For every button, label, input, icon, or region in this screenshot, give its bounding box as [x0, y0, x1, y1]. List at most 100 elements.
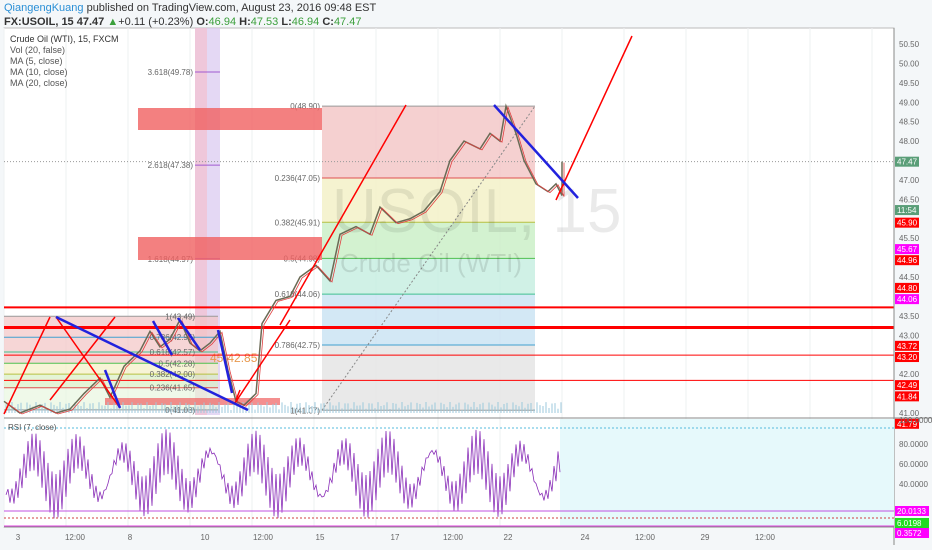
red-trend-line: [55, 316, 121, 409]
left-fib-zone: [4, 352, 218, 364]
price-tick: 49.00: [899, 98, 920, 107]
price-tag-bg: [895, 255, 919, 266]
fib-zone: [322, 258, 535, 295]
price-tag-bg: [895, 282, 919, 293]
price-tag: 44.80: [897, 284, 918, 293]
rsi-tag: 6.0198: [897, 519, 922, 528]
time-tick: 3: [16, 533, 21, 542]
fib-zone: [322, 177, 535, 223]
price-tag-bg: [895, 294, 919, 305]
blue-trend-line: [151, 320, 174, 356]
blue-trend-line: [493, 104, 579, 199]
time-tick: 24: [581, 533, 590, 542]
left-fib-label: 0.5(42.28): [159, 359, 196, 368]
left-fib-zone: [4, 363, 218, 375]
fib-level-label: 0.786(42.75): [275, 341, 321, 350]
watermark-symbol: USOIL, 15: [332, 177, 621, 246]
up-arrow-icon: ▲: [107, 16, 119, 28]
rsi-tag-bg: [895, 528, 929, 538]
red-trend-line: [235, 389, 241, 401]
time-tick: 17: [391, 533, 400, 542]
price-tick: 41.00: [899, 409, 920, 418]
price-tag: 42.49: [897, 381, 918, 390]
publish-info: QiangengKuang published on TradingView.c…: [4, 2, 376, 14]
left-fib-label: 0.236(41.65): [150, 384, 196, 393]
publish-text: published on TradingView.com, August 23,…: [83, 2, 377, 14]
o-label: O:: [196, 16, 209, 28]
price-tick: 47.00: [899, 176, 920, 185]
author-link[interactable]: QiangengKuang: [4, 2, 84, 14]
price-tag-bg: [895, 205, 919, 216]
fib-zone: [322, 294, 535, 346]
rsi-label: RSI (7, close): [8, 423, 57, 432]
rsi-band: [560, 419, 894, 527]
price-tick: 50.00: [899, 59, 920, 68]
price-tag-bg: [895, 244, 919, 255]
time-tick: 22: [504, 533, 513, 542]
time-tick: 12:00: [635, 533, 656, 542]
left-fib-zone: [4, 374, 218, 388]
price-tag: 43.72: [897, 342, 918, 351]
price-tag: 41.84: [897, 392, 918, 401]
support-zone: [105, 398, 280, 405]
price-tag-bg: [895, 156, 919, 167]
left-fib-label: 0.786(42.95): [150, 333, 196, 342]
rsi-tick: 100.0000: [899, 416, 932, 425]
red-trend-line: [279, 104, 407, 326]
left-fib-label: 0.618(42.57): [150, 348, 196, 357]
indicator-legend: Crude Oil (WTI), 15, FXCM Vol (20, false…: [10, 34, 119, 89]
high: 47.53: [250, 16, 279, 28]
fib-level-label: 1(41.07): [290, 406, 320, 415]
resistance-zone: [138, 237, 322, 260]
time-tick: 12:00: [443, 533, 464, 542]
open: 46.94: [208, 16, 237, 28]
fib-ext-label: 2.618(47.38): [148, 161, 194, 170]
legend-ma20[interactable]: MA (20, close): [10, 78, 68, 88]
rsi-tag: 0.3572: [897, 529, 922, 538]
left-fib-label: 1(43.49): [165, 312, 195, 321]
price-series: [3, 103, 563, 414]
price-tag-bg: [895, 418, 919, 429]
last-price: 47.47: [76, 16, 105, 28]
legend-series[interactable]: Crude Oil (WTI), 15, FXCM: [10, 34, 119, 44]
red-trend-line: [234, 319, 291, 404]
symbol: FX:USOIL, 15: [4, 16, 74, 28]
red-trend-line: [3, 316, 51, 415]
h-label: H:: [239, 16, 251, 28]
red-trend-line: [49, 316, 116, 401]
rsi-tick: 60.0000: [899, 460, 928, 469]
legend-ma5[interactable]: MA (5, close): [10, 56, 63, 66]
price-tick: 42.00: [899, 370, 920, 379]
time-tick: 10: [201, 533, 210, 542]
rsi-line: [5, 429, 561, 519]
price-tick: 49.50: [899, 79, 920, 88]
price-tag-bg: [895, 217, 919, 228]
annotation-text: 45-42.85: [210, 351, 258, 365]
blue-trend-line: [103, 369, 122, 409]
legend-ma10[interactable]: MA (10, close): [10, 67, 68, 77]
c-label: C:: [322, 16, 334, 28]
price-tag: 44.06: [897, 295, 918, 304]
price-tag: 45.67: [897, 245, 918, 254]
fib-level-label: 0(48.90): [290, 102, 320, 111]
blue-trend-line: [55, 315, 249, 412]
resistance-zone: [138, 108, 322, 130]
price-tick: 43.00: [899, 331, 920, 340]
time-tick: 12:00: [755, 533, 776, 542]
fib-level-label: 0.382(45.91): [275, 218, 321, 227]
legend-vol[interactable]: Vol (20, false): [10, 45, 66, 55]
time-tick: 8: [128, 533, 133, 542]
blue-trend-line: [216, 329, 234, 394]
price-tick: 44.50: [899, 273, 920, 282]
price-tick: 43.50: [899, 312, 920, 321]
rsi-tag: 20.0133: [897, 507, 926, 516]
change: +0.11 (+0.23%): [118, 16, 194, 28]
time-tick: 15: [316, 533, 325, 542]
fib-zone: [322, 106, 535, 178]
price-tag: 43.20: [897, 353, 918, 362]
blue-trend-line: [176, 317, 202, 351]
time-tick: 12:00: [65, 533, 86, 542]
rsi-tag-bg: [895, 518, 929, 528]
rsi-tick: 40.0000: [899, 480, 928, 489]
